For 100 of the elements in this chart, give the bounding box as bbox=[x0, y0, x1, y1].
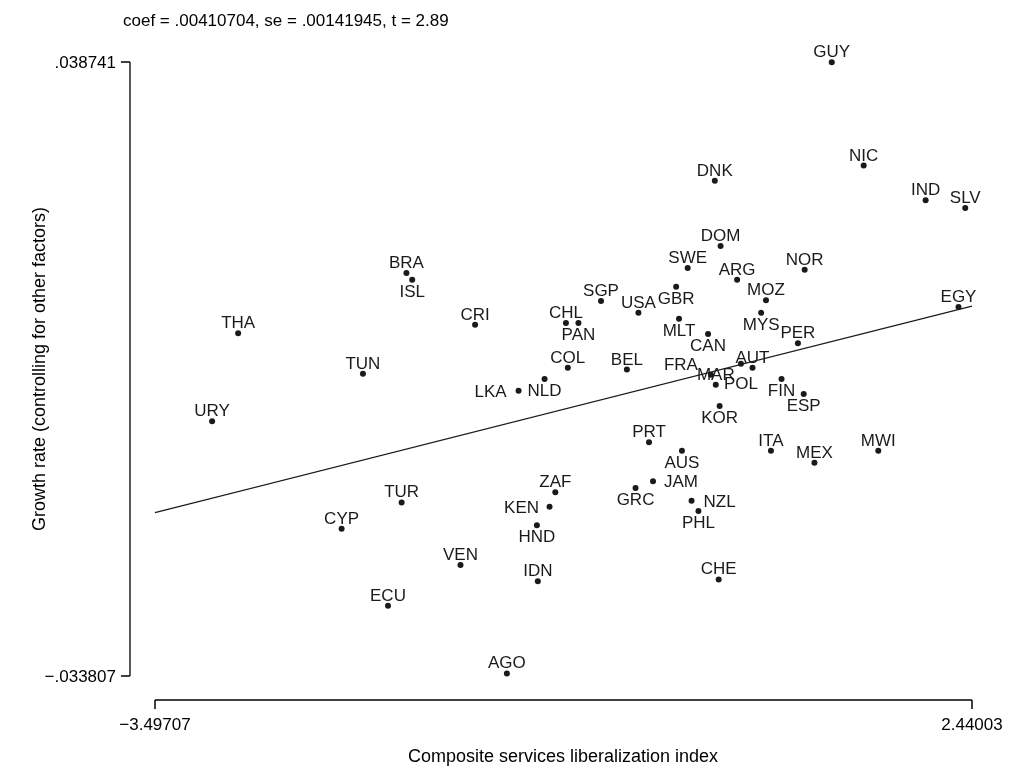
point bbox=[457, 562, 464, 569]
data-label: PER bbox=[780, 323, 816, 343]
data-label: DOM bbox=[700, 225, 741, 245]
data-label: ZAF bbox=[539, 472, 572, 492]
data-label: BRA bbox=[388, 253, 425, 273]
chart-title: coef = .00410704, se = .00141945, t = 2.89 bbox=[123, 11, 449, 30]
point bbox=[515, 387, 522, 394]
data-label: KEN bbox=[504, 497, 540, 517]
data-label: THA bbox=[221, 313, 256, 333]
data-label: FRA bbox=[663, 354, 699, 374]
point bbox=[403, 270, 410, 277]
data-label: NIC bbox=[849, 145, 879, 165]
data-label: MYS bbox=[742, 314, 780, 334]
point bbox=[575, 320, 582, 327]
point bbox=[409, 276, 416, 283]
data-label: CRI bbox=[460, 304, 490, 324]
data-label: JAM bbox=[664, 472, 699, 492]
x-tick-label: −3.49707 bbox=[119, 715, 191, 734]
data-label: LKA bbox=[474, 381, 508, 401]
data-label: ECU bbox=[370, 585, 406, 605]
point bbox=[650, 478, 657, 485]
data-label: BEL bbox=[610, 349, 643, 369]
point bbox=[552, 489, 559, 496]
point bbox=[673, 283, 680, 290]
data-label: EGY bbox=[940, 286, 977, 306]
y-tick-label: −.033807 bbox=[44, 666, 116, 686]
point bbox=[875, 447, 882, 454]
data-label: ISL bbox=[399, 281, 425, 301]
data-label: ITA bbox=[758, 430, 785, 450]
point bbox=[715, 576, 722, 583]
x-axis-title: Composite services liberalization index bbox=[407, 746, 719, 766]
point bbox=[811, 459, 818, 466]
point bbox=[794, 340, 801, 347]
y-tick-label: .038741 bbox=[54, 52, 116, 72]
data-label: KOR bbox=[701, 407, 739, 427]
point bbox=[534, 578, 541, 585]
point bbox=[564, 364, 571, 371]
point bbox=[384, 602, 391, 609]
data-label: GUY bbox=[813, 42, 851, 62]
data-label: PRT bbox=[632, 422, 666, 442]
data-label: TUR bbox=[384, 482, 420, 502]
point bbox=[533, 522, 540, 529]
point bbox=[541, 375, 548, 382]
point bbox=[684, 265, 691, 272]
data-label: HND bbox=[518, 527, 556, 547]
point bbox=[767, 447, 774, 454]
point bbox=[398, 499, 405, 506]
point bbox=[800, 391, 807, 398]
data-label: NZL bbox=[703, 491, 736, 511]
data-label: MOZ bbox=[747, 280, 785, 300]
point bbox=[962, 204, 969, 211]
point bbox=[503, 670, 510, 677]
data-label: VEN bbox=[443, 545, 478, 565]
point bbox=[623, 366, 630, 373]
data-label: NLD bbox=[527, 380, 562, 400]
data-label: MWI bbox=[860, 430, 896, 450]
point bbox=[472, 321, 479, 328]
data-label: MEX bbox=[796, 442, 833, 462]
data-label: GBR bbox=[657, 288, 695, 308]
data-label: DNK bbox=[696, 160, 734, 180]
data-label: IND bbox=[910, 180, 941, 200]
point bbox=[712, 381, 719, 388]
point bbox=[646, 439, 653, 446]
point bbox=[562, 320, 569, 327]
data-label: AGO bbox=[487, 653, 526, 673]
point bbox=[632, 485, 639, 492]
data-label: GRC bbox=[616, 490, 655, 509]
point bbox=[209, 418, 216, 425]
point bbox=[546, 503, 553, 510]
point bbox=[705, 331, 712, 338]
data-label: SGP bbox=[583, 280, 619, 300]
data-label: URY bbox=[194, 401, 230, 421]
point bbox=[801, 266, 808, 273]
point bbox=[778, 375, 785, 382]
point bbox=[359, 370, 366, 377]
data-label: CHE bbox=[700, 559, 737, 579]
point bbox=[717, 243, 724, 249]
point bbox=[695, 507, 702, 514]
point bbox=[688, 497, 695, 504]
data-label: IDN bbox=[523, 561, 553, 581]
point bbox=[676, 315, 683, 322]
point bbox=[828, 59, 835, 66]
x-tick-label: 2.44003 bbox=[941, 715, 1003, 734]
data-label: PAN bbox=[561, 324, 596, 344]
data-label: USA bbox=[620, 292, 657, 312]
point bbox=[716, 402, 723, 409]
point bbox=[235, 330, 242, 337]
data-label: ARG bbox=[718, 259, 756, 279]
data-label: NOR bbox=[785, 249, 824, 269]
point bbox=[758, 309, 765, 316]
point bbox=[711, 177, 718, 184]
data-label: CYP bbox=[324, 508, 360, 528]
point bbox=[338, 525, 345, 532]
point bbox=[635, 309, 642, 316]
data-label: AUS bbox=[664, 452, 700, 472]
data-label: SLV bbox=[949, 187, 982, 207]
point bbox=[598, 298, 604, 305]
data-label: COL bbox=[550, 347, 586, 367]
point bbox=[734, 276, 741, 283]
point bbox=[922, 197, 929, 204]
